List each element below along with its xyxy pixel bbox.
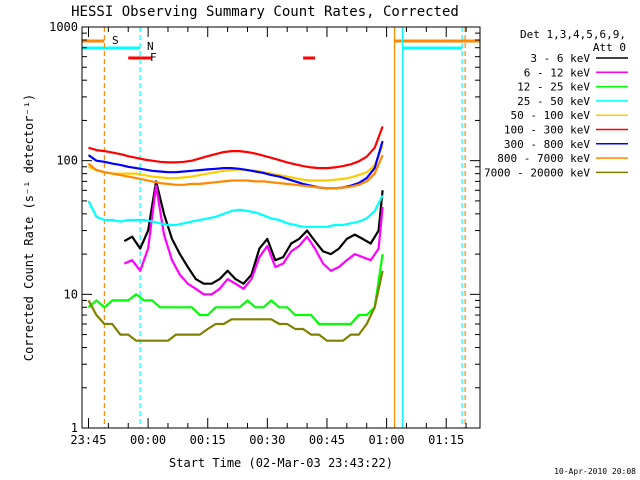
y-axis-label: Corrected Count Rate (s⁻¹ detector⁻¹) [22, 94, 36, 361]
bar-label-n: N [147, 40, 154, 53]
legend-entry-label: 6 - 12 keV [524, 66, 591, 79]
legend-entry-label: 800 - 7000 keV [497, 152, 590, 165]
x-axis: 23:45 00:00 00:15 00:30 00:45 01:00 01:15 [70, 27, 467, 447]
series-line-2 [87, 253, 384, 326]
series-line-4 [88, 144, 384, 182]
legend-entry-label: 25 - 50 keV [517, 95, 590, 108]
y-axis: 1 10 100 1000 [49, 20, 480, 435]
timestamp: 10-Apr-2010 20:08 [554, 467, 636, 476]
x-tick-label: 23:45 [70, 433, 106, 447]
series-line-3 [87, 194, 384, 228]
legend-entry-label: 7000 - 20000 keV [484, 166, 590, 179]
bar-label-f: F [150, 51, 157, 64]
x-tick-label: 00:00 [130, 433, 166, 447]
vertical-markers [103, 27, 466, 428]
y-tick-label: 1 [71, 421, 78, 435]
x-tick-label: 01:15 [428, 433, 464, 447]
y-tick-label: 10 [64, 287, 78, 301]
chart-title: HESSI Observing Summary Count Rates, Cor… [71, 4, 459, 20]
legend-entry-label: 50 - 100 keV [511, 109, 591, 122]
x-axis-label: Start Time (02-Mar-03 23:43:22) [169, 456, 393, 470]
y-tick-label: 1000 [49, 20, 78, 34]
series-line-0 [123, 180, 384, 285]
legend-header-line: Att 0 [593, 41, 626, 54]
series-line-8 [87, 270, 384, 342]
series-line-5 [88, 126, 384, 170]
legend-entry-label: 3 - 6 keV [530, 52, 590, 65]
legend-entry-label: 12 - 25 keV [517, 81, 590, 94]
legend-entry-label: 100 - 300 keV [504, 124, 590, 137]
series-line-7 [87, 154, 384, 190]
x-tick-label: 00:15 [190, 433, 226, 447]
plot-frame [81, 26, 481, 429]
x-tick-label: 00:45 [309, 433, 345, 447]
legend-entry-label: 300 - 800 keV [504, 138, 590, 151]
bar-label-s: S [112, 34, 119, 47]
y-tick-label: 100 [56, 154, 78, 168]
series-lines [87, 126, 384, 342]
x-tick-label: 01:00 [369, 433, 405, 447]
series-line-1 [123, 184, 384, 296]
legend-header-line: Det 1,3,4,5,6,9, [520, 28, 626, 41]
observing-bars: S NF [82, 34, 480, 64]
x-tick-label: 00:30 [249, 433, 285, 447]
